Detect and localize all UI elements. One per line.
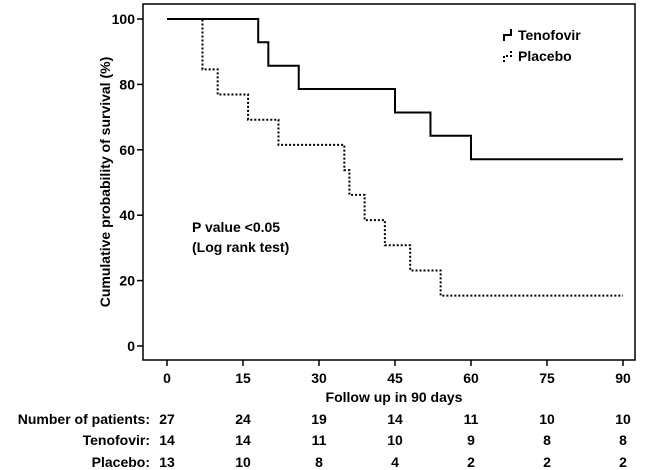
- series-line-placebo: [167, 18, 623, 297]
- y-axis-title: Cumulative probability of survival (%): [97, 57, 113, 308]
- risk-table-row-label: Placebo:: [92, 454, 150, 470]
- y-tick-label: 20: [119, 273, 135, 289]
- risk-table-cell: 2: [467, 454, 475, 470]
- risk-table-cell: 10: [387, 432, 403, 448]
- x-tick-label: 60: [463, 370, 479, 386]
- risk-table-cell: 9: [467, 432, 475, 448]
- risk-table: Number of patients: 27 24 19 14 11 10 10Tenofov…: [18, 411, 631, 470]
- risk-table-cell: 2: [619, 454, 627, 470]
- risk-table-cell: 14: [159, 432, 175, 448]
- legend-label-placebo: Placebo: [518, 48, 572, 64]
- x-axis-title: Follow up in 90 days: [326, 389, 463, 405]
- risk-table-cell: 2: [543, 454, 551, 470]
- x-tick-label: 90: [615, 370, 631, 386]
- risk-table-cell: 19: [311, 411, 327, 427]
- risk-table-cell: 8: [315, 454, 323, 470]
- risk-table-cell: 10: [235, 454, 251, 470]
- legend-label-tenofovir: Tenofovir: [518, 27, 581, 43]
- risk-table-cell: 27: [159, 411, 175, 427]
- risk-table-cell: 13: [159, 454, 175, 470]
- y-tick-label: 0: [127, 338, 135, 354]
- risk-table-cell: 10: [615, 411, 631, 427]
- risk-table-cell: 24: [235, 411, 251, 427]
- risk-table-row-label: Number of patients:: [18, 411, 150, 427]
- x-tick-label: 15: [235, 370, 251, 386]
- risk-table-cell: 10: [539, 411, 555, 427]
- x-tick-label: 0: [163, 370, 171, 386]
- risk-table-cell: 11: [464, 411, 479, 427]
- y-tick-label: 80: [119, 76, 135, 92]
- risk-table-cell: 4: [391, 454, 399, 470]
- x-tick-label: 45: [387, 370, 403, 386]
- series-layer: [167, 18, 623, 297]
- risk-table-cell: 8: [619, 432, 627, 448]
- y-tick-label: 60: [119, 142, 135, 158]
- log-rank-annotation: (Log rank test): [192, 239, 289, 255]
- risk-table-cell: 11: [312, 432, 327, 448]
- legend-swatch-placebo: [503, 50, 512, 62]
- legend-swatch-tenofovir: [503, 29, 512, 41]
- risk-table-cell: 14: [235, 432, 251, 448]
- y-tick-label: 40: [119, 207, 135, 223]
- plot-area: [142, 3, 636, 361]
- axis-ticks: 0 20 40 60 80 100 0 15 30 45 60 75 90: [112, 11, 631, 386]
- y-tick-label: 100: [112, 11, 136, 27]
- x-tick-label: 30: [311, 370, 327, 386]
- x-tick-label: 75: [539, 370, 555, 386]
- risk-table-row-label: Tenofovir:: [83, 432, 150, 448]
- legend: Tenofovir Placebo: [503, 27, 581, 64]
- risk-table-cell: 8: [543, 432, 551, 448]
- p-value-annotation: P value <0.05: [192, 219, 280, 235]
- risk-table-cell: 14: [387, 411, 403, 427]
- series-line-tenofovir: [167, 18, 623, 161]
